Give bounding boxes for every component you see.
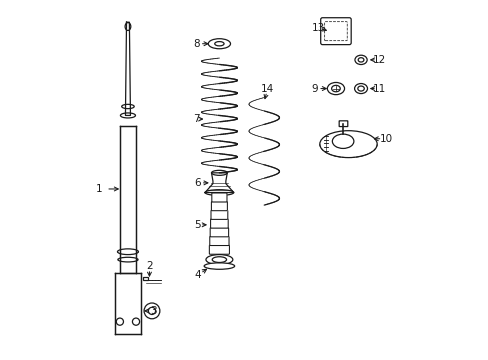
FancyBboxPatch shape (211, 202, 227, 211)
Circle shape (132, 318, 139, 325)
FancyBboxPatch shape (209, 245, 229, 254)
FancyBboxPatch shape (320, 18, 350, 45)
Text: 6: 6 (194, 178, 201, 188)
Text: 4: 4 (194, 270, 201, 280)
Polygon shape (204, 173, 233, 193)
Circle shape (148, 307, 155, 315)
Text: 2: 2 (146, 261, 152, 271)
Ellipse shape (326, 82, 344, 95)
Polygon shape (211, 210, 226, 219)
Ellipse shape (357, 58, 363, 62)
Ellipse shape (120, 113, 135, 118)
Ellipse shape (125, 23, 131, 31)
Polygon shape (120, 126, 136, 273)
FancyBboxPatch shape (210, 219, 228, 228)
Text: 3: 3 (149, 306, 156, 316)
Polygon shape (210, 228, 227, 236)
Polygon shape (114, 273, 141, 334)
Text: 10: 10 (379, 134, 392, 144)
Ellipse shape (357, 86, 364, 91)
Ellipse shape (211, 170, 227, 175)
Ellipse shape (212, 257, 226, 262)
Polygon shape (212, 193, 226, 201)
FancyBboxPatch shape (210, 228, 228, 237)
FancyBboxPatch shape (210, 210, 227, 219)
Ellipse shape (354, 55, 366, 64)
Ellipse shape (214, 41, 224, 46)
Ellipse shape (205, 255, 232, 265)
Circle shape (144, 303, 160, 319)
Text: 1: 1 (96, 184, 102, 194)
FancyBboxPatch shape (211, 193, 226, 202)
Ellipse shape (354, 84, 367, 94)
Text: 13: 13 (311, 23, 324, 33)
Ellipse shape (331, 85, 340, 92)
Ellipse shape (122, 104, 134, 109)
Text: 8: 8 (192, 39, 199, 49)
Ellipse shape (204, 190, 233, 195)
Circle shape (116, 318, 123, 325)
Text: 14: 14 (261, 84, 274, 94)
Polygon shape (210, 245, 228, 253)
FancyBboxPatch shape (324, 22, 346, 41)
Text: 11: 11 (371, 84, 385, 94)
Ellipse shape (118, 257, 138, 262)
Text: 12: 12 (371, 55, 385, 65)
Polygon shape (212, 202, 226, 210)
Ellipse shape (117, 249, 138, 255)
FancyBboxPatch shape (209, 237, 228, 246)
Ellipse shape (332, 134, 353, 148)
Ellipse shape (208, 39, 230, 49)
Text: 9: 9 (310, 84, 317, 94)
Text: 5: 5 (194, 220, 201, 230)
Polygon shape (125, 22, 130, 116)
FancyBboxPatch shape (143, 277, 148, 280)
Polygon shape (211, 219, 227, 228)
FancyBboxPatch shape (339, 121, 347, 127)
Ellipse shape (203, 263, 234, 269)
Ellipse shape (319, 131, 376, 158)
Text: 7: 7 (192, 114, 199, 124)
Polygon shape (210, 237, 228, 245)
